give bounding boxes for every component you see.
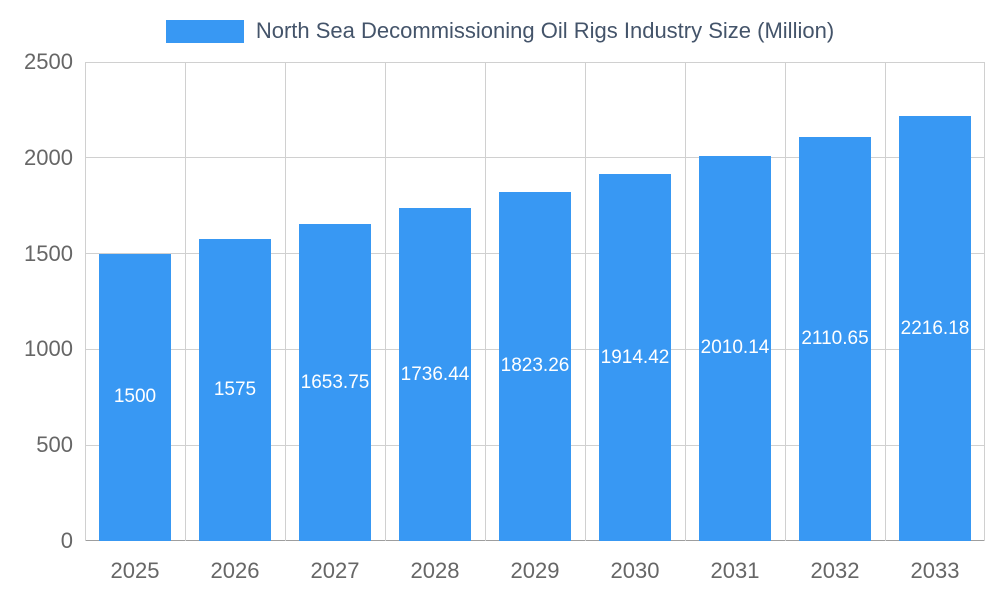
bar-value-label: 1500 <box>113 386 157 408</box>
v-gridline <box>785 62 786 541</box>
bar: 1575 <box>199 239 271 541</box>
bar: 1653.75 <box>299 224 371 541</box>
x-tick-label: 2031 <box>710 558 760 583</box>
bar: 1500 <box>99 253 171 541</box>
chart-title: North Sea Decommissioning Oil Rigs Indus… <box>255 18 835 43</box>
bar-value-label: 1575 <box>213 379 257 401</box>
y-tick-label: 1000 <box>24 336 73 362</box>
plot-area: 1500 1575 1653.75 1736.44 1823.26 1914.42 2010… <box>85 61 985 541</box>
x-tick-label: 2025 <box>110 558 160 583</box>
bar: 1914.42 <box>599 174 671 541</box>
v-gridline <box>885 62 886 541</box>
v-gridline <box>185 62 186 541</box>
bar: 2216.18 <box>899 116 971 541</box>
legend-swatch <box>165 19 244 43</box>
chart-legend: North Sea Decommissioning Oil Rigs Indus… <box>0 18 1000 44</box>
x-tick-label: 2027 <box>310 558 360 583</box>
y-tick-label: 2000 <box>24 144 73 170</box>
bar: 2110.65 <box>799 136 871 541</box>
x-tick-label: 2033 <box>910 558 960 583</box>
bar-value-label: 1736.44 <box>400 363 470 385</box>
x-tick-label: 2030 <box>610 558 660 583</box>
v-gridline <box>385 62 386 541</box>
bar: 1736.44 <box>399 208 471 541</box>
v-gridline <box>85 62 86 541</box>
bar-value-label: 1653.75 <box>300 371 370 393</box>
bar: 1823.26 <box>499 191 571 541</box>
x-tick-label: 2026 <box>210 558 260 583</box>
v-gridline <box>485 62 486 541</box>
v-gridline <box>285 62 286 541</box>
y-tick-label: 2500 <box>24 49 73 74</box>
bar: 2010.14 <box>699 155 771 541</box>
x-tick-label: 2028 <box>410 558 460 583</box>
v-gridline <box>984 62 985 541</box>
bar-value-label: 1914.42 <box>600 346 670 368</box>
bar-value-label: 1823.26 <box>500 355 570 377</box>
y-tick-label: 1500 <box>24 240 73 266</box>
h-gridline <box>85 61 985 63</box>
x-tick-label: 2029 <box>510 558 560 583</box>
bar-value-label: 2010.14 <box>700 337 770 359</box>
h-gridline <box>85 157 985 159</box>
x-tick-label: 2032 <box>810 558 860 583</box>
y-tick-label: 500 <box>36 432 73 458</box>
y-tick-label: 0 <box>60 528 73 553</box>
v-gridline <box>585 62 586 541</box>
bar-value-label: 2216.18 <box>900 317 970 339</box>
v-gridline <box>685 62 686 541</box>
bar-value-label: 2110.65 <box>801 327 869 349</box>
